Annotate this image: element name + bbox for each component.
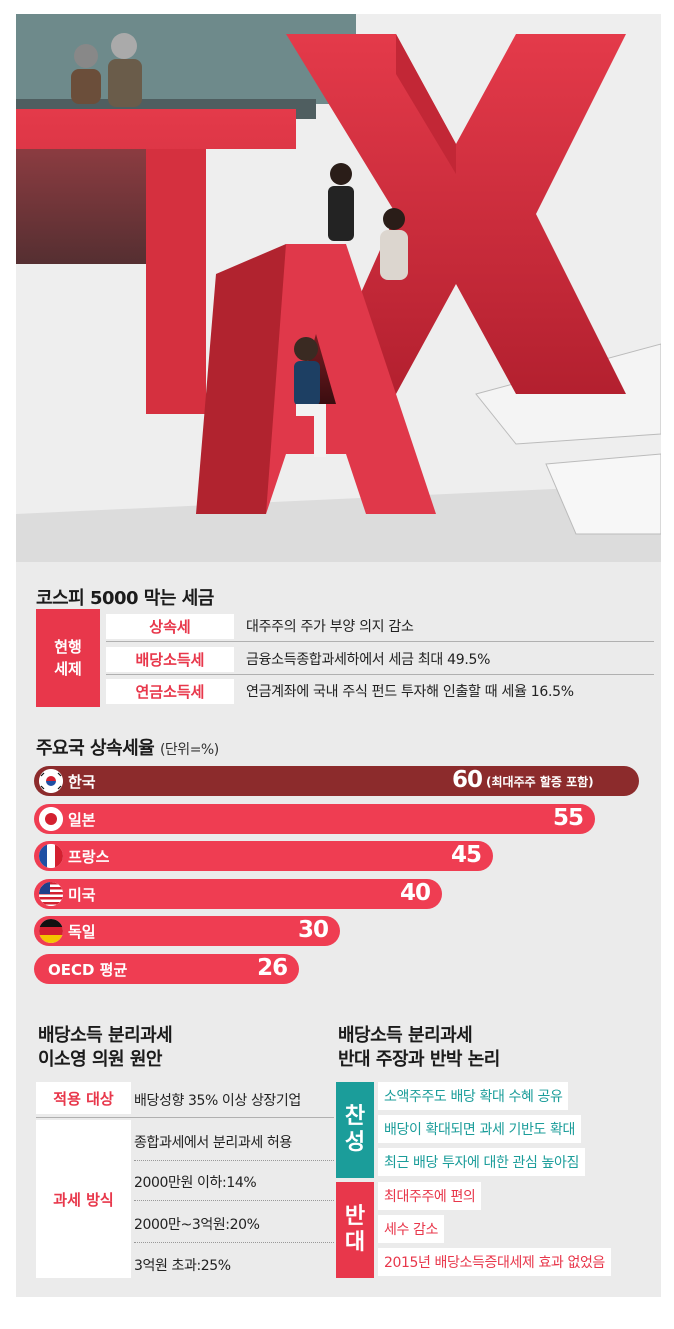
inheritance-tax-chart: 한국 60 (최대주주 할증 포함) 일본 55 프랑스 45 미국 40 독일 30 OECD 평균… [16,760,661,1000]
bar-label: 독일 [68,923,96,941]
bar-value: 30 [297,917,329,943]
bar: 프랑스 45 [34,841,493,871]
con-item: 세수 감소 [378,1215,444,1243]
pro-label-text: 찬성 [344,1104,366,1155]
flag-icon [39,806,63,831]
method-item: 종합과세에서 분리과세 허용 [134,1135,292,1151]
bar-annotation: (최대주주 할증 포함) [486,775,594,789]
dotted-divider [134,1200,334,1201]
section3-title-line1: 배당소득 분리과세 [38,1025,173,1046]
tax-name: 상속세 [106,614,234,639]
con-label: 반대 [336,1182,374,1278]
section1-title: 코스피 5000 막는 세금 [36,588,214,609]
section4-title-line2: 반대 주장과 반박 논리 [338,1049,500,1070]
con-label-text: 반대 [344,1204,366,1255]
bar-label: 프랑스 [68,848,110,866]
tax-row: 연금소득세 연금계좌에 국내 주식 펀드 투자해 인출할 때 세율 16.5% [106,676,654,707]
infographic-panel: 코스피 5000 막는 세금 현행 세제 상속세 대주주의 주가 부양 의지 감… [16,562,661,1297]
bar: OECD 평균 26 [34,953,300,984]
section3-title-line2: 이소영 의원 원안 [38,1049,162,1070]
con-block: 반대 최대주주에 편의 세수 감소 2015년 배당소득증대세제 효과 없었음 [336,1182,642,1278]
tax-illustration [16,14,661,562]
bar-value: 45 [450,842,482,868]
chart-title-line: 주요국 상속세율 (단위=%) [36,734,219,760]
method-label: 과세 방식 [36,1120,131,1278]
tax-desc: 금융소득종합과세하에서 세금 최대 49.5% [246,652,491,668]
section3-title: 배당소득 분리과세 이소영 의원 원안 [38,1024,173,1072]
bar-label: 일본 [68,810,96,829]
tax-row: 배당소득세 금융소득종합과세하에서 세금 최대 49.5% [106,644,654,675]
pro-item: 소액주주도 배당 확대 수혜 공유 [378,1082,569,1110]
bar-value: 55 [552,804,584,831]
dotted-divider [134,1160,334,1161]
tax-desc: 연금계좌에 국내 주식 펀드 투자해 인출할 때 세율 16.5% [246,684,574,700]
method-item: 2000만원 이하:14% [134,1175,257,1191]
divider [36,1117,334,1118]
pro-block: 찬성 소액주주도 배당 확대 수혜 공유 배당이 확대되면 과세 기반도 확대 … [336,1082,642,1178]
section4-title-line1: 배당소득 분리과세 [338,1025,473,1046]
pro-item: 최근 배당 투자에 대한 관심 높아짐 [378,1148,585,1176]
dotted-divider [134,1242,334,1243]
current-tax-label: 현행 세제 [36,609,100,707]
flag-icon [39,919,63,943]
target-label: 적용 대상 [36,1082,131,1114]
current-tax-table: 현행 세제 상속세 대주주의 주가 부양 의지 감소 배당소득세 금융소득종합과… [36,609,656,707]
current-tax-label-text: 현행 세제 [54,638,82,678]
bar-value: 26 [257,954,288,981]
separate-tax-proposal-table: 적용 대상 배당성향 35% 이상 상장기업 과세 방식 종합과세에서 분리과세… [36,1078,334,1278]
con-item: 최대주주에 편의 [378,1182,482,1210]
flag-icon [39,769,63,793]
bar-value: 60 [452,767,483,793]
bar: 독일 30 [34,916,340,946]
con-item: 2015년 배당소득증대세제 효과 없었음 [378,1248,611,1276]
tax-row: 상속세 대주주의 주가 부양 의지 감소 [106,611,654,642]
section4-title: 배당소득 분리과세 반대 주장과 반박 논리 [338,1024,500,1072]
flag-icon [39,844,63,868]
tax-desc: 대주주의 주가 부양 의지 감소 [246,619,414,635]
pro-item: 배당이 확대되면 과세 기반도 확대 [378,1115,581,1143]
bar-value: 40 [399,879,431,906]
method-item: 2000만~3억원:20% [134,1217,260,1233]
bar-label: 미국 [68,885,96,904]
tax-letters-illustration [16,14,661,562]
flag-icon [39,881,63,906]
chart-unit: (단위=%) [159,742,219,758]
bar: 일본 55 [34,803,595,834]
bar: 미국 40 [34,878,442,909]
bar-label: 한국 [68,773,96,791]
tax-name: 배당소득세 [106,647,234,672]
tax-name: 연금소득세 [106,679,234,704]
chart-title: 주요국 상속세율 [36,738,155,759]
pro-label: 찬성 [336,1082,374,1178]
bar-label: OECD 평균 [48,960,128,979]
method-item: 3억원 초과:25% [134,1258,231,1274]
target-value: 배당성향 35% 이상 상장기업 [134,1093,301,1109]
bar: 한국 60 (최대주주 할증 포함) [34,766,639,796]
